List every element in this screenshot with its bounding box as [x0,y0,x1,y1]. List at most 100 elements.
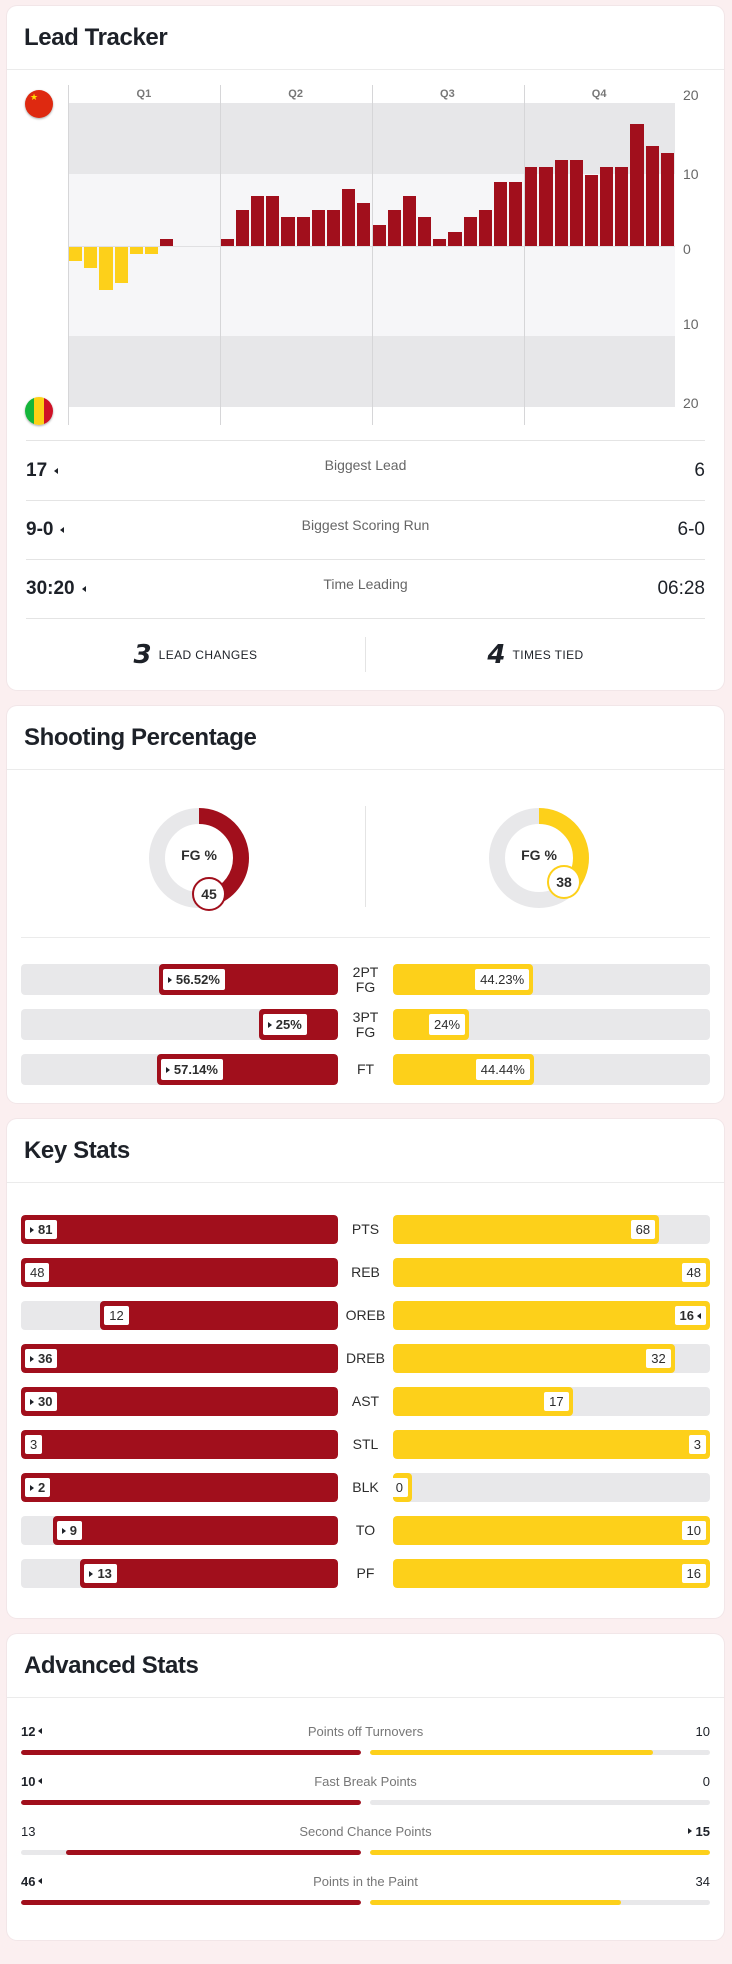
lead-bar [235,210,250,246]
quarter-label: Q1 [136,88,152,100]
lead-bar [342,188,356,246]
advanced-stat-row: 46 Points in the Paint 34 [21,1870,710,1905]
lead-bar [493,181,508,246]
home-bar: 36 [21,1344,338,1373]
times-tied: 4 TIMES TIED [365,637,705,672]
home-value-badge: 56.52% [160,967,227,992]
away-value-badge: 10 [679,1519,708,1542]
home-bar [21,1750,361,1755]
away-value-badge: 16 [672,1304,708,1327]
leader-arrow-icon [267,1021,272,1028]
biggest-lead-row: 17 Biggest Lead 6 [26,440,705,500]
home-bar [66,1850,361,1855]
away-bar [370,1750,654,1755]
away-bar-track: 16 [393,1301,710,1330]
leader-arrow-icon [697,1312,701,1319]
stat-row: 48 REB 48 [21,1258,710,1287]
lead-tracker-card: Lead Tracker ★ Q1 Q2 Q3 Q4 20 10 0 10 [7,6,724,690]
home-bar-track: 9 [21,1516,338,1545]
lead-bar [645,145,659,246]
home-value-badge: 12 [102,1304,131,1327]
home-bar-track: 30 [21,1387,338,1416]
away-bar-track [370,1850,710,1855]
away-bar: 16 [393,1301,710,1330]
home-bar: 2 [21,1473,338,1502]
home-bar-track: 36 [21,1344,338,1373]
row-label: Biggest Lead [324,457,407,473]
key-stats-comparison: 81 PTS 68 48 REB 48 12 OREB 16 36 DREB 32 30 AST 17 3 ST… [7,1183,724,1618]
away-fg-donut-cell: FG % 38 [365,806,710,910]
home-bar-track [21,1900,361,1905]
lead-bar [569,160,583,246]
home-bar-track: 2 [21,1473,338,1502]
home-bar [21,1800,361,1805]
stat-row: 3 STL 3 [21,1430,710,1459]
home-value: 9-0 [26,519,54,540]
quarter-divider [220,85,221,425]
away-bar-track: 32 [393,1344,710,1373]
lead-bar [600,167,614,246]
away-fg-donut: FG % 38 [487,806,591,910]
stat-label: FT [356,1061,375,1077]
advanced-stats-title: Advanced Stats [24,1651,199,1679]
shooting-comparison: 56.52% 2PT FG 44.23% 25% 3PT FG 24% 57.14% FT 44.4… [7,938,724,1103]
away-bar: 48 [393,1258,710,1287]
quarter-label: Q3 [440,88,455,100]
stat-label: REB [351,1264,380,1280]
home-bar-track: 48 [21,1258,338,1287]
lead-bar [99,247,113,290]
leader-arrow-icon [54,467,59,474]
home-value-badge: 36 [23,1347,60,1370]
away-bar: 24% [393,1009,470,1040]
lead-bar [114,247,128,283]
biggest-scoring-run-row: 9-0 Biggest Scoring Run 6-0 [26,500,705,559]
away-value-badge: 16 [679,1562,708,1585]
away-bar: 16 [393,1559,710,1588]
stat-row: 57.14% FT 44.44% [21,1054,710,1085]
stat-label: 2PT FG [352,963,379,995]
lead-bar [463,217,477,246]
stat-label: Points in the Paint [313,1873,418,1889]
lead-bar [144,247,159,255]
leader-arrow-icon [61,1527,66,1534]
stat-row: 56.52% 2PT FG 44.23% [21,964,710,995]
lead-bar [129,247,143,255]
home-bar: 48 [21,1258,338,1287]
away-value-badge: 0 [393,1476,411,1499]
away-bar-track: 68 [393,1215,710,1244]
leader-arrow-icon [89,1570,94,1577]
home-value-badge: 81 [23,1218,60,1241]
lead-bar [220,238,234,246]
stat-label: Fast Break Points [314,1773,417,1789]
advanced-stats-comparison: 12 Points off Turnovers 10 10 Fast Break Poi… [7,1698,724,1940]
stat-label: AST [351,1393,380,1409]
away-fg-value: 38 [547,865,581,899]
advanced-stat-row: 10 Fast Break Points 0 [21,1770,710,1805]
lead-bar [281,217,295,246]
away-bar: 32 [393,1344,675,1373]
home-bar-track: 25% [21,1009,338,1040]
away-bar [370,1900,622,1905]
stat-label: OREB [345,1307,386,1323]
stat-row: 9 TO 10 [21,1516,710,1545]
away-bar-track: 17 [393,1387,710,1416]
advanced-stat-row: 13 Second Chance Points 15 [21,1820,710,1855]
away-value: 10 [695,1723,710,1739]
y-tick: 0 [683,241,691,257]
away-bar-track: 44.44% [393,1054,710,1085]
lead-bar [357,203,371,246]
home-bar [21,1900,361,1905]
lead-changes: 3 LEAD CHANGES [26,619,365,690]
stat-label: PTS [351,1221,380,1237]
leader-arrow-icon [687,1828,692,1834]
lead-bars [68,103,675,407]
stat-row: 30 AST 17 [21,1387,710,1416]
home-value: 10 [21,1773,36,1789]
away-bar-track: 24% [393,1009,710,1040]
lead-footer: 3 LEAD CHANGES 4 TIMES TIED [26,618,705,690]
away-value-badge: 44.44% [473,1057,532,1082]
lead-bar [372,224,386,246]
donut-label: FG % [521,847,557,863]
stat-row: 81 PTS 68 [21,1215,710,1244]
home-bar: 13 [80,1559,338,1588]
